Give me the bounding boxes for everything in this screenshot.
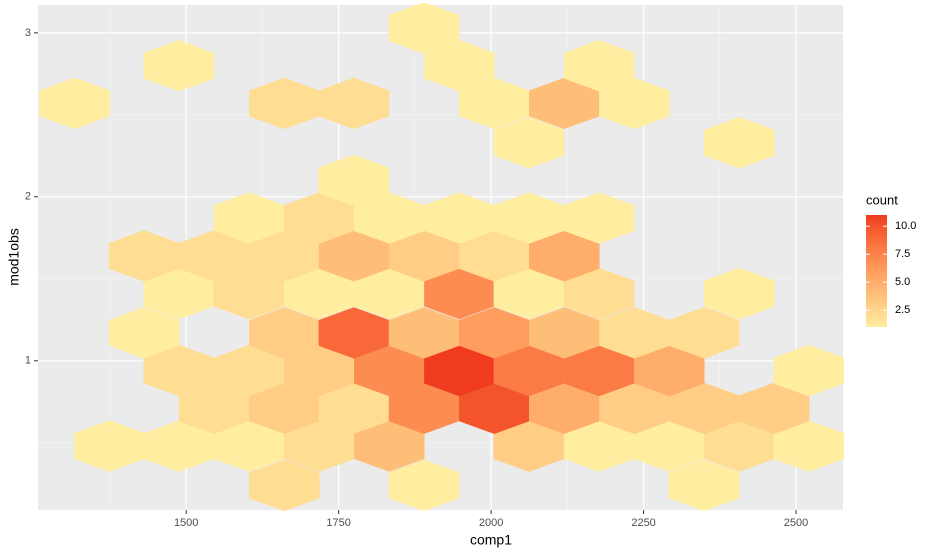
legend-tick-label: 10.0 bbox=[895, 220, 916, 232]
legend-tick-label: 2.5 bbox=[895, 304, 910, 316]
y-tick-label: 3 bbox=[25, 27, 31, 39]
hexbin bbox=[388, 2, 460, 54]
hexbin bbox=[563, 40, 635, 92]
legend-title: count bbox=[866, 192, 898, 207]
hexbin bbox=[249, 459, 320, 512]
y-tick-label: 1 bbox=[25, 355, 31, 367]
hexbin bbox=[773, 344, 845, 397]
hexbin bbox=[704, 117, 775, 169]
x-tick-label: 2250 bbox=[631, 517, 655, 529]
x-tick-label: 2500 bbox=[784, 517, 808, 529]
hexbin bbox=[318, 154, 390, 207]
hexbin bbox=[668, 307, 740, 359]
hexbin bbox=[668, 459, 740, 512]
legend-tick-label: 5.0 bbox=[895, 276, 910, 288]
hexbin bbox=[388, 459, 460, 512]
colorbar bbox=[866, 215, 887, 327]
x-tick-label: 1750 bbox=[326, 517, 350, 529]
x-tick-label: 1500 bbox=[174, 517, 198, 529]
hexbin bbox=[39, 77, 110, 130]
x-axis-label: comp1 bbox=[470, 532, 512, 548]
y-tick-label: 2 bbox=[25, 191, 31, 203]
hexbin bbox=[493, 117, 565, 169]
hexbin bbox=[318, 77, 390, 130]
y-axis-label: mod1obs bbox=[6, 228, 22, 286]
hexbin bbox=[704, 267, 775, 320]
hexbin bbox=[108, 307, 180, 359]
x-tick-label: 2000 bbox=[479, 517, 503, 529]
legend-tick-label: 7.5 bbox=[895, 248, 910, 260]
hexbin bbox=[563, 192, 635, 244]
hexbin bbox=[143, 40, 215, 92]
